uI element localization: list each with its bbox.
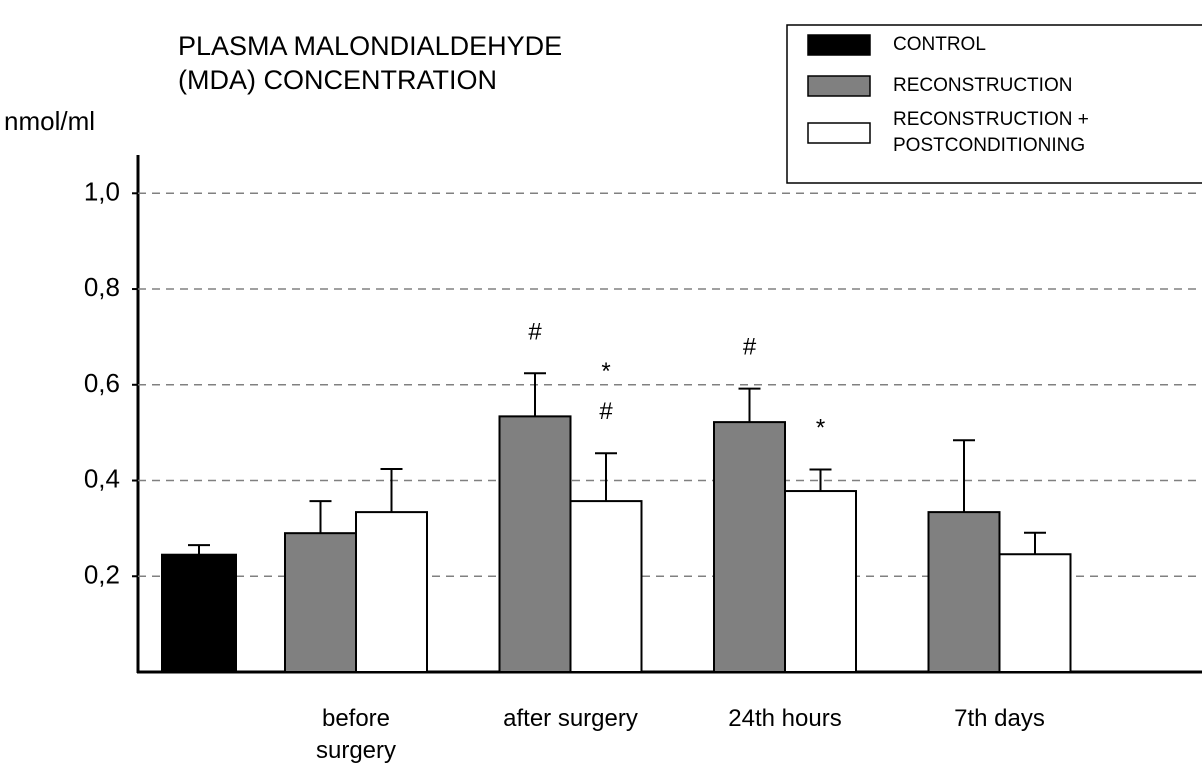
- legend-label: CONTROL: [893, 34, 986, 55]
- bar: [284, 532, 357, 673]
- y-tick-label: 0,6: [84, 368, 120, 398]
- y-axis-label: nmol/ml: [4, 106, 95, 136]
- annotation: *: [601, 359, 610, 386]
- bar: [161, 553, 237, 673]
- bar: [355, 511, 428, 674]
- annotation: #: [599, 399, 613, 426]
- legend-swatch: [807, 122, 871, 144]
- bar: [713, 421, 786, 673]
- legend-swatch: [807, 75, 871, 97]
- bar: [498, 415, 572, 673]
- x-tick-label: after surgery: [503, 705, 638, 732]
- bar: [927, 511, 1001, 674]
- x-tick-label: 7th days: [954, 705, 1045, 732]
- x-tick-label: 24th hours: [728, 705, 841, 732]
- chart-title: PLASMA MALONDIALDEHYDE (MDA) CONCENTRATIO…: [178, 31, 562, 95]
- annotation: #: [528, 319, 542, 346]
- annotation: #: [743, 334, 757, 361]
- legend-label: RECONSTRUCTION + POSTCONDITIONING: [893, 109, 1089, 156]
- y-tick-label: 0,2: [84, 559, 120, 589]
- legend-swatch: [807, 34, 871, 56]
- annotation: *: [816, 415, 825, 442]
- bar: [998, 553, 1072, 673]
- x-tick-label: before surgery: [316, 705, 396, 764]
- bar: [569, 500, 643, 673]
- y-tick-label: 0,8: [84, 272, 120, 302]
- bar: [784, 490, 857, 673]
- y-tick-label: 0,4: [84, 463, 120, 493]
- legend-label: RECONSTRUCTION: [893, 75, 1072, 96]
- y-tick-label: 1,0: [84, 176, 120, 206]
